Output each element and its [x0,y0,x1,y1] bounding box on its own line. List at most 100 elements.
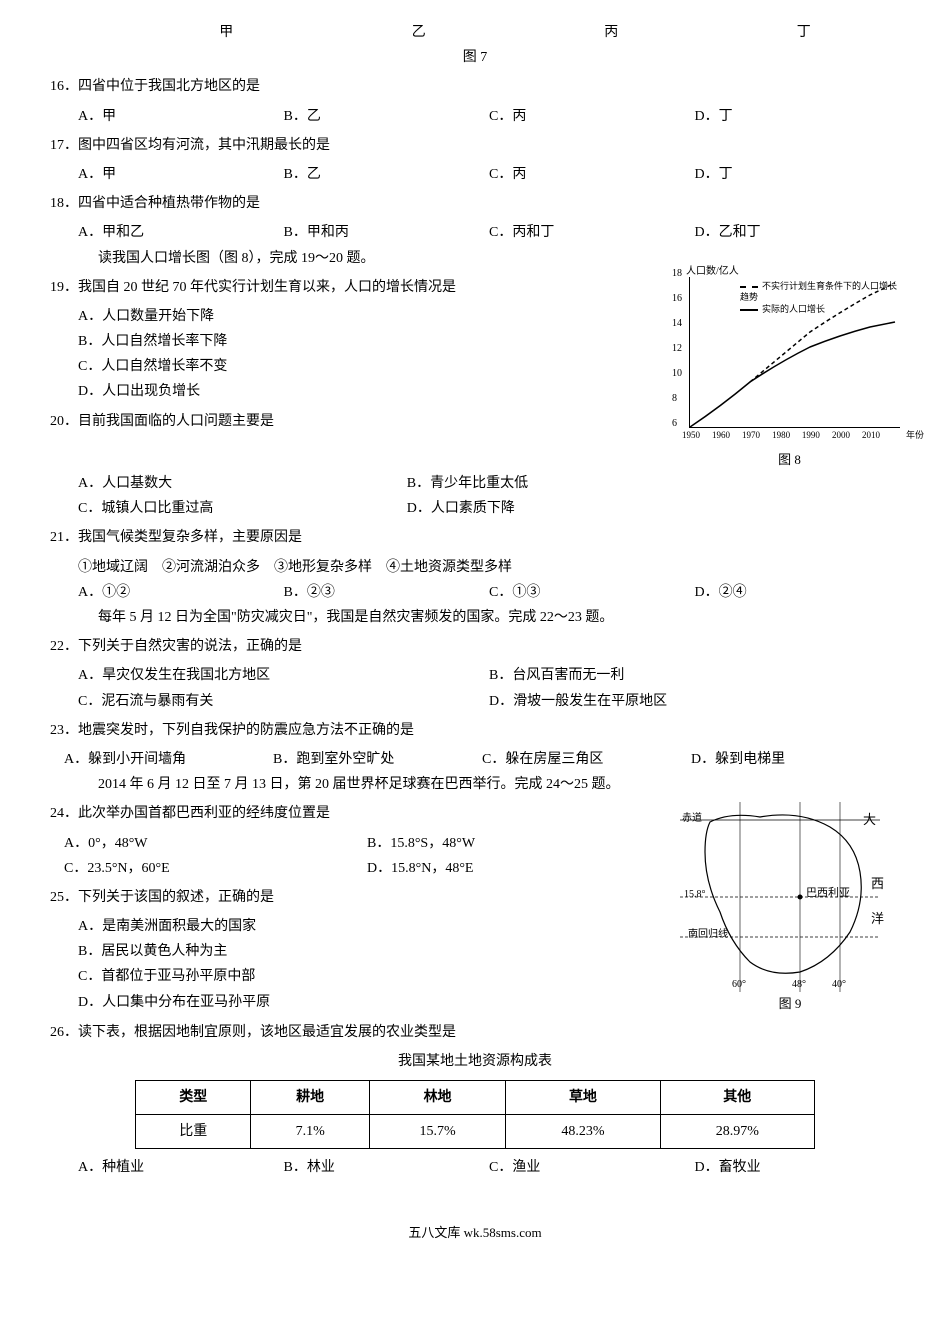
map-tropic: 南回归线 [688,926,728,944]
figure-8-label: 图 8 [679,448,900,471]
q23-opt-d: D．躲到电梯里 [691,747,900,772]
q20-opt-d: D．人口素质下降 [407,496,900,521]
td-forest: 15.7% [369,1115,505,1149]
q17-opt-d: D．丁 [695,162,901,187]
chart-xtick: 2010 [862,427,880,443]
question-22: 22．下列关于自然灾害的说法，正确的是 [50,634,900,659]
q19-opt-d: D．人口出现负增长 [78,379,669,404]
q21-opt-d: D．②④ [695,580,901,605]
question-16: 16．四省中位于我国北方地区的是 [50,74,900,99]
q24-opt-d: D．15.8°N，48°E [367,856,670,881]
q24-opt-a: A．0°，48°W [64,831,367,856]
chart-xtick: 2000 [832,427,850,443]
figure-9-label: 图 9 [680,992,900,1015]
td-rowlabel: 比重 [136,1115,251,1149]
map-lon2: 48° [792,976,806,994]
q22-opt-b: B．台风百害而无一利 [489,663,900,688]
brazil-map: 赤道 南回归线 巴西利亚 15.8° 60° 48° 40° 大 西 洋 [680,802,880,992]
chart-xtick: 1980 [772,427,790,443]
question-25: 25．下列关于该国的叙述，正确的是 [50,885,670,910]
map-equator: 赤道 [682,810,702,828]
td-arable: 7.1% [251,1115,369,1149]
th-forest: 林地 [369,1081,505,1115]
chart-xlabel: 年份 [906,427,924,443]
population-chart: 人口数/亿人 不实行计划生育条件下的人口增长趋势 实际的人口增长 6810121… [689,277,900,428]
chart-ytick: 18 [672,265,682,283]
th-grass: 草地 [506,1081,660,1115]
province-labels: 甲 乙 丙 丁 [130,20,900,45]
page-footer: 五八文库 wk.58sms.com [50,1221,900,1244]
intro-24-25: 2014 年 6 月 12 日至 7 月 13 日，第 20 届世界杯足球赛在巴… [98,772,900,797]
map-city: 巴西利亚 [806,884,850,904]
map-north: 大 [863,808,876,831]
map-lat: 15.8° [684,886,706,904]
q17-opt-b: B．乙 [284,162,490,187]
q18-opt-c: C．丙和丁 [489,220,695,245]
q25-opt-d: D．人口集中分布在亚马孙平原 [78,990,670,1015]
q17-opt-c: C．丙 [489,162,695,187]
q21-opt-c: C．①③ [489,580,695,605]
map-lon3: 40° [832,976,846,994]
q20-opt-b: B．青少年比重太低 [407,471,900,496]
chart-ytick: 8 [672,390,677,408]
q21-opt-b: B．②③ [284,580,490,605]
q19-opt-a: A．人口数量开始下降 [78,304,669,329]
q16-opt-a: A．甲 [78,104,284,129]
q16-opt-b: B．乙 [284,104,490,129]
q23-opt-a: A．躲到小开间墙角 [64,747,273,772]
figure-7-label: 图 7 [50,45,900,70]
q18-opt-b: B．甲和丙 [284,220,490,245]
q26-opt-b: B．林业 [284,1155,490,1180]
table-data-row: 比重 7.1% 15.7% 48.23% 28.97% [136,1115,815,1149]
q18-opt-a: A．甲和乙 [78,220,284,245]
question-17: 17．图中四省区均有河流，其中汛期最长的是 [50,133,900,158]
label-jia: 甲 [130,20,323,45]
q25-opt-c: C．首都位于亚马孙平原中部 [78,964,670,989]
th-arable: 耕地 [251,1081,369,1115]
map-south: 洋 [871,907,884,930]
q21-opt-a: A．①② [78,580,284,605]
q25-opt-a: A．是南美洲面积最大的国家 [78,914,670,939]
q26-opt-c: C．渔业 [489,1155,695,1180]
q20-opt-c: C．城镇人口比重过高 [78,496,407,521]
td-grass: 48.23% [506,1115,660,1149]
q18-opt-d: D．乙和丁 [695,220,901,245]
q26-opt-d: D．畜牧业 [695,1155,901,1180]
q20-opt-a: A．人口基数大 [78,471,407,496]
label-bing: 丙 [515,20,708,45]
q23-opt-c: C．躲在房屋三角区 [482,747,691,772]
label-ding: 丁 [708,20,901,45]
table-title: 我国某地土地资源构成表 [50,1049,900,1074]
q22-opt-c: C．泥石流与暴雨有关 [78,689,489,714]
th-type: 类型 [136,1081,251,1115]
q23-opt-b: B．跑到室外空旷处 [273,747,482,772]
table-header-row: 类型 耕地 林地 草地 其他 [136,1081,815,1115]
question-26: 26．读下表，根据因地制宜原则，该地区最适宜发展的农业类型是 [50,1020,900,1045]
question-19: 19．我国自 20 世纪 70 年代实行计划生育以来，人口的增长情况是 [50,275,669,300]
th-other: 其他 [660,1081,814,1115]
map-svg [680,802,880,992]
chart-xtick: 1970 [742,427,760,443]
chart-ytick: 10 [672,365,682,383]
chart-xtick: 1950 [682,427,700,443]
q16-opt-d: D．丁 [695,104,901,129]
intro-22-23: 每年 5 月 12 日为全国"防灾减灾日"，我国是自然灾害频发的国家。完成 22… [98,605,900,630]
map-east: 西 [871,872,884,895]
question-20: 20．目前我国面临的人口问题主要是 [50,409,669,434]
chart-svg [690,277,900,427]
chart-ytick: 6 [672,415,677,433]
q21-subitems: ①地域辽阔 ②河流湖泊众多 ③地形复杂多样 ④土地资源类型多样 [78,555,900,580]
chart-ytick: 14 [672,315,682,333]
question-24: 24．此次举办国首都巴西利亚的经纬度位置是 [50,801,670,826]
q24-opt-c: C．23.5°N，60°E [64,856,367,881]
q26-opt-a: A．种植业 [78,1155,284,1180]
question-23: 23．地震突发时，下列自我保护的防震应急方法不正确的是 [50,718,900,743]
question-21: 21．我国气候类型复杂多样，主要原因是 [50,525,900,550]
question-18: 18．四省中适合种植热带作物的是 [50,191,900,216]
q24-opt-b: B．15.8°S，48°W [367,831,670,856]
intro-19-20: 读我国人口增长图（图 8），完成 19～20 题。 [98,246,900,271]
q19-opt-c: C．人口自然增长率不变 [78,354,669,379]
chart-ytick: 12 [672,340,682,358]
td-other: 28.97% [660,1115,814,1149]
land-resource-table: 类型 耕地 林地 草地 其他 比重 7.1% 15.7% 48.23% 28.9… [135,1080,815,1149]
